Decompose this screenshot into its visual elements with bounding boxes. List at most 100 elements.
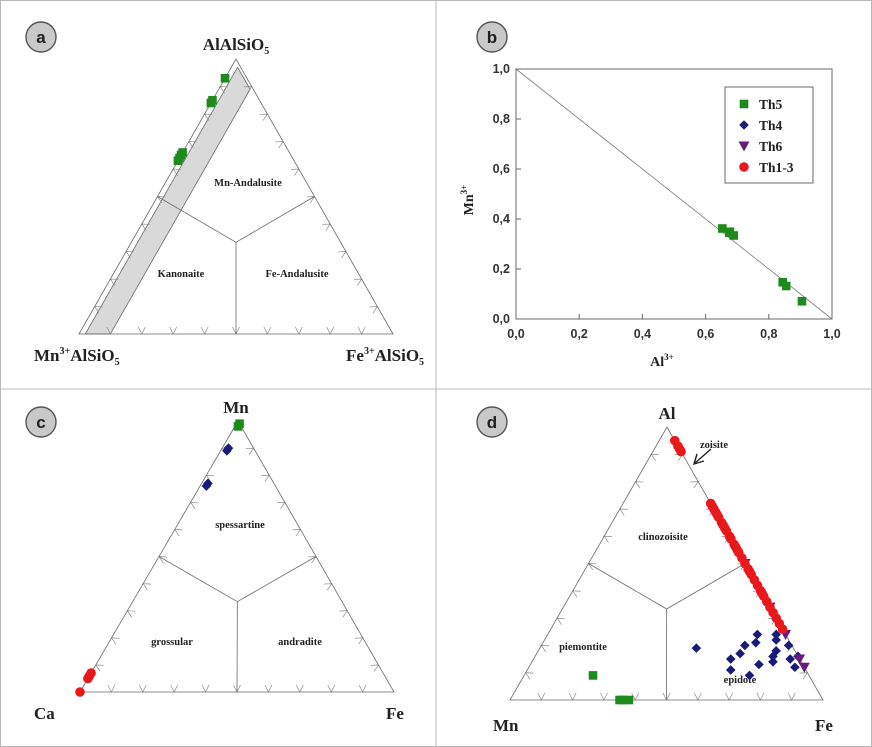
ternary-tick [326, 326, 335, 335]
ternary-tick [354, 637, 364, 645]
ternary-tick [370, 664, 380, 672]
ternary-tick [358, 684, 367, 693]
point-th4 [751, 637, 761, 648]
point-th5 [235, 419, 244, 429]
point-th1-3 [719, 523, 730, 533]
field-mn-andalusite: Mn-Andalusite [214, 178, 282, 189]
point-th4 [771, 635, 781, 645]
ternary-tick [245, 447, 255, 455]
x-tick-label: 0,0 [507, 327, 524, 341]
point-th4 [754, 659, 764, 670]
point-th4 [744, 670, 755, 681]
corner-mn3-alsio5: Mn3+AlSiO5 [34, 346, 120, 368]
y-axis-label: Mn3+ [459, 185, 477, 216]
point-th1-3 [75, 687, 85, 697]
point-th5 [618, 695, 627, 705]
field-epidote: epidote [724, 675, 757, 686]
x-axis-label: Al3+ [650, 352, 674, 370]
ternary-tick [323, 583, 333, 591]
point-th4 [790, 662, 800, 673]
panel-b-points [718, 224, 807, 306]
point-th4 [771, 646, 781, 656]
ternary-tick [357, 326, 366, 335]
legend-marker-th1-3 [739, 162, 749, 172]
panel-b-badge [476, 21, 508, 53]
panel-c-triangle [79, 420, 395, 693]
ternary-tick [338, 251, 347, 259]
ternary-tick [174, 529, 183, 537]
legend: Th5 Th4 Th6 Th1-3 [738, 97, 794, 175]
ternary-tick [556, 617, 565, 625]
panel-b-letter: b [487, 28, 497, 47]
ternary-tick [200, 326, 209, 335]
ternary-tick [292, 529, 302, 537]
panel-a-badge [25, 21, 57, 53]
corner-mn: Mn [223, 398, 249, 417]
point-th5 [220, 73, 230, 83]
corner-fe: Fe [386, 704, 404, 723]
point-th5 [588, 671, 598, 680]
ternary-tick [725, 692, 733, 701]
y-tick-label: 0,8 [493, 112, 510, 126]
ternary-tick [263, 326, 272, 335]
ternary-tick [339, 610, 348, 618]
panel-d-badge [476, 406, 508, 438]
panel-c-points [75, 419, 244, 697]
ternary-tick [634, 481, 644, 489]
point-th4 [725, 665, 736, 675]
ternary-tick [107, 684, 116, 693]
point-th5 [718, 224, 727, 233]
zoisite-arrow [692, 448, 712, 466]
point-th4 [725, 654, 736, 664]
ternary-tick [138, 684, 147, 693]
ternary-tick [290, 168, 300, 176]
field-boundary [666, 563, 746, 610]
point-th5 [173, 156, 183, 166]
point-th4 [735, 648, 745, 659]
ternary-tick [126, 610, 136, 618]
ternary-tick [690, 481, 699, 489]
x-tick-label: 0,2 [571, 327, 588, 341]
ternary-tick [261, 474, 270, 482]
point-th5 [624, 695, 634, 705]
point-th6 [794, 654, 806, 665]
panel-c: c spessartine grossular andradite Mn Ca … [25, 398, 404, 723]
ternary-tick [201, 684, 210, 693]
andalusite-band [84, 66, 251, 335]
legend-label-th5: Th5 [759, 97, 783, 112]
panel-a-points [173, 73, 230, 166]
field-fe-andalusite: Fe-Andalusite [266, 269, 329, 280]
point-th5 [206, 98, 216, 108]
legend-label-th6: Th6 [759, 139, 783, 154]
corner-fe-d: Fe [815, 716, 833, 735]
point-th1-3 [86, 668, 96, 678]
ternary-tick [322, 223, 331, 231]
legend-label-th1-3: Th1-3 [759, 160, 794, 175]
panel-c-letter: c [36, 413, 45, 432]
field-boundary [157, 196, 237, 243]
point-th1-3 [744, 566, 755, 577]
ternary-tick [603, 535, 613, 543]
panel-b: b 0,0 0,2 0,4 0,6 0,8 1,0 0,0 0,2 0,4 0,6 0,8 1,0 A… [459, 21, 841, 370]
annotation-zoisite: zoisite [700, 440, 728, 451]
y-tick-label: 0,4 [493, 212, 510, 226]
field-boundary [588, 563, 667, 610]
point-th5 [797, 296, 807, 306]
field-clinozoisite: clinozoisite [638, 532, 688, 543]
field-andradite: andradite [278, 637, 322, 648]
ternary-tick [264, 684, 273, 693]
ternary-tick [295, 684, 304, 693]
point-th6 [798, 662, 810, 673]
ternary-tick [787, 692, 796, 701]
field-spessartine: spessartine [215, 520, 265, 531]
x-tick-label: 0,8 [760, 327, 777, 341]
ternary-tick [756, 692, 765, 701]
legend-marker-th4 [739, 120, 749, 130]
legend-label-th4: Th4 [759, 118, 783, 133]
ternary-tick [537, 692, 546, 701]
ternary-tick [693, 692, 702, 701]
ternary-tick [572, 590, 581, 598]
panel-c-badge [25, 406, 57, 438]
point-th4 [783, 640, 794, 651]
